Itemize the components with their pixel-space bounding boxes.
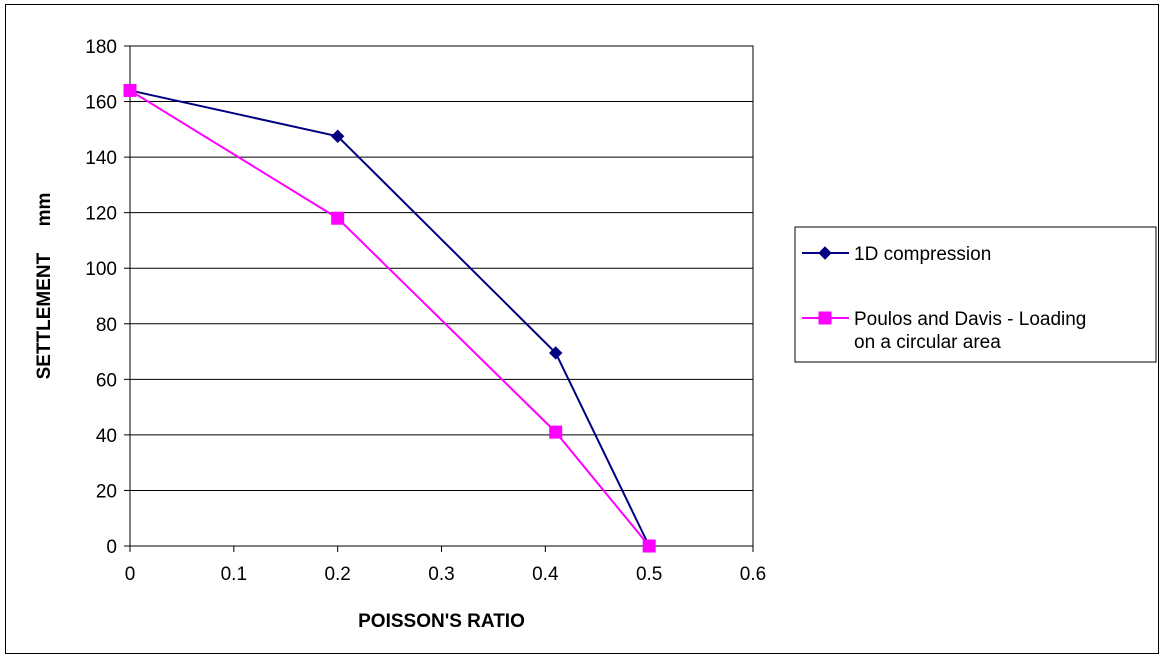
data-point-diamond [549, 346, 563, 360]
legend-item-1: 1D compression [802, 244, 991, 265]
y-tick-label: 100 [85, 259, 117, 280]
plot-area [129, 45, 754, 547]
legend-box [794, 226, 1157, 363]
y-tick-label: 140 [85, 148, 117, 169]
series-layer [123, 83, 656, 553]
series-line [129, 89, 650, 547]
legend-label: on a circular area [854, 332, 1001, 353]
x-tick-label: 0.6 [740, 564, 766, 585]
y-tick-label: 180 [85, 37, 117, 58]
y-tick-label: 120 [85, 204, 117, 225]
axes: 0 20 40 60 80 100 120 140 160 180 0 0.1 0.2 0.3 0.4 0.5… [85, 37, 766, 585]
legend-label: 1D compression [854, 244, 991, 265]
x-tick-label: 0.1 [221, 564, 247, 585]
y-tick-label: 40 [96, 426, 117, 447]
legend-label: Poulos and Davis - Loading [854, 309, 1086, 330]
data-point-square [549, 425, 563, 439]
legend: 1D compression Poulos and Davis - Loading… [794, 226, 1157, 363]
x-tick-label: 0 [125, 564, 136, 585]
y-tick-label: 80 [96, 315, 117, 336]
y-tick-label: 160 [85, 93, 117, 114]
x-axis-title: POISSON'S RATIO [358, 611, 525, 632]
x-tick-label: 0.3 [428, 564, 454, 585]
y-axis-title: SETTLEMENT mm [34, 193, 55, 380]
data-point-diamond [330, 129, 345, 143]
x-tick-label: 0.2 [324, 564, 350, 585]
y-tick-label: 60 [96, 370, 117, 391]
y-tick-label: 0 [106, 537, 117, 558]
x-tick-label: 0.5 [636, 564, 662, 585]
data-point-square [331, 211, 345, 225]
x-tick-label: 0.4 [532, 564, 559, 585]
data-point-square [642, 539, 656, 553]
series-1 [123, 83, 656, 553]
gridlines [130, 101, 753, 491]
data-point-square [818, 311, 832, 325]
series-line [129, 89, 651, 547]
data-point-square [123, 83, 137, 97]
y-tick-label: 20 [96, 481, 117, 502]
data-point-diamond [818, 246, 832, 260]
series-2 [123, 83, 656, 553]
